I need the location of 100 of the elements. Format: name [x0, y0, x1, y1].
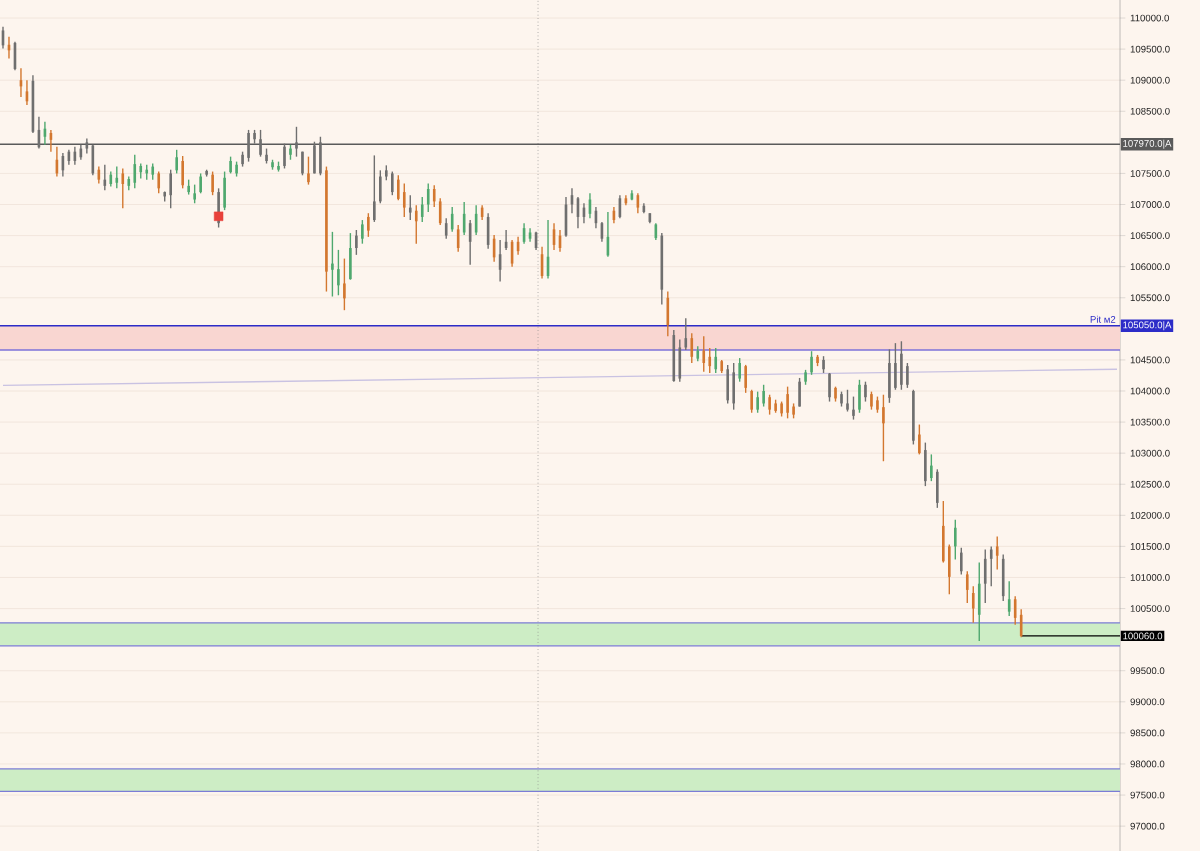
- y-tick-label: 101000.0: [1130, 574, 1170, 581]
- candlestick: [402, 182, 406, 218]
- candlestick: [894, 342, 897, 391]
- candlestick: [989, 545, 993, 587]
- candlestick: [942, 500, 945, 564]
- y-tick-label: 98000.0: [1130, 760, 1165, 768]
- candlestick: [175, 149, 178, 175]
- y-tick-label: 106500.0: [1130, 232, 1170, 239]
- y-tick-label: 105500.0: [1130, 294, 1170, 302]
- y-tick-label: 109500.0: [1130, 45, 1170, 53]
- candlestick: [283, 142, 286, 170]
- candlestick: [361, 219, 364, 245]
- candlestick: [301, 150, 304, 176]
- y-tick-label: 110000.0: [1130, 14, 1169, 22]
- candlestick: [840, 390, 843, 408]
- candlestick: [241, 150, 244, 168]
- y-tick-label: 99500.0: [1130, 667, 1165, 675]
- candlestick: [193, 183, 196, 204]
- candlestick: [1013, 595, 1017, 626]
- candlestick: [343, 257, 346, 311]
- candlestick: [271, 159, 274, 171]
- candlestick: [870, 390, 873, 411]
- candlestick: [205, 169, 208, 178]
- candlestick: [396, 174, 400, 201]
- candlestick: [247, 129, 250, 163]
- y-tick-label: 109000.0: [1130, 76, 1170, 84]
- candlestick: [408, 194, 412, 221]
- candlestick: [912, 389, 915, 446]
- candlestick: [259, 129, 262, 158]
- candlestick: [858, 379, 861, 414]
- y-tick-label: 102500.0: [1130, 480, 1170, 488]
- candlestick: [379, 169, 382, 204]
- candlestick: [277, 160, 280, 173]
- candlestick: [714, 347, 718, 374]
- candlestick: [965, 570, 969, 604]
- candlestick: [295, 126, 298, 158]
- candlestick: [223, 170, 226, 211]
- candlestick: [816, 354, 819, 367]
- candlestick: [331, 231, 334, 298]
- candlestick: [438, 197, 442, 226]
- candlestick: [349, 232, 352, 281]
- y-tick-label: 101500.0: [1130, 543, 1170, 550]
- candlestick: [133, 154, 137, 190]
- candlestick: [708, 347, 712, 374]
- candlestick: [768, 394, 771, 416]
- candlestick: [756, 390, 759, 414]
- candlestick: [355, 229, 358, 256]
- candlestick: [828, 372, 831, 403]
- candlestick: [289, 144, 292, 161]
- y-tick-label: 98500.0: [1130, 729, 1165, 737]
- y-tick-label: 107500.0: [1130, 170, 1170, 177]
- candlestick: [738, 357, 742, 383]
- candlestick: [953, 518, 957, 561]
- candlestick: [906, 362, 909, 389]
- candlestick: [810, 350, 813, 376]
- candlestick: [888, 348, 891, 404]
- candlestick: [846, 389, 849, 413]
- candlestick: [456, 224, 460, 253]
- candlestick: [211, 170, 214, 196]
- candlestick: [235, 160, 238, 178]
- candlestick: [876, 395, 879, 414]
- candlestick: [971, 585, 975, 624]
- candlestick: [432, 184, 436, 208]
- candlestick: [199, 172, 202, 195]
- candlestick: [367, 212, 370, 238]
- candlestick: [420, 196, 424, 223]
- candlestick: [313, 141, 316, 175]
- candlestick: [444, 217, 448, 240]
- candlestick: [325, 165, 328, 293]
- candlestick: [253, 129, 256, 145]
- candlestick: [762, 384, 765, 408]
- candlestick: [450, 206, 454, 233]
- candlestick: [822, 355, 825, 374]
- y-tick-label: 106000.0: [1130, 263, 1170, 271]
- candlestick: [373, 154, 376, 223]
- y-tick-label: 104000.0: [1130, 387, 1170, 395]
- candlestick: [804, 369, 807, 386]
- candlestick: [900, 340, 903, 391]
- candlestick: [864, 380, 867, 403]
- candlestick: [307, 155, 310, 186]
- candlestick: [936, 468, 939, 509]
- candlestick: [792, 402, 795, 420]
- y-tick-label: 103000.0: [1130, 449, 1170, 457]
- candlestick: [798, 377, 801, 408]
- candlestick: [852, 395, 855, 421]
- candlestick: [924, 441, 927, 487]
- ref-line-label: 105050.0|A: [1123, 321, 1172, 331]
- y-tick-label: 107000.0: [1130, 201, 1170, 208]
- candlestick: [1007, 580, 1011, 617]
- candlestick: [1019, 608, 1023, 638]
- candlestick: [690, 332, 694, 364]
- annotation: Pit м2: [1090, 315, 1116, 323]
- candlestick: [834, 385, 837, 403]
- ref-line-label: 100060.0: [1123, 632, 1163, 640]
- candlestick: [702, 335, 706, 373]
- candlestick: [918, 423, 921, 456]
- y-tick-label: 103500.0: [1130, 418, 1170, 426]
- candlestick: [187, 178, 190, 196]
- y-tick-label: 99000.0: [1130, 698, 1165, 706]
- candlestick: [337, 249, 340, 296]
